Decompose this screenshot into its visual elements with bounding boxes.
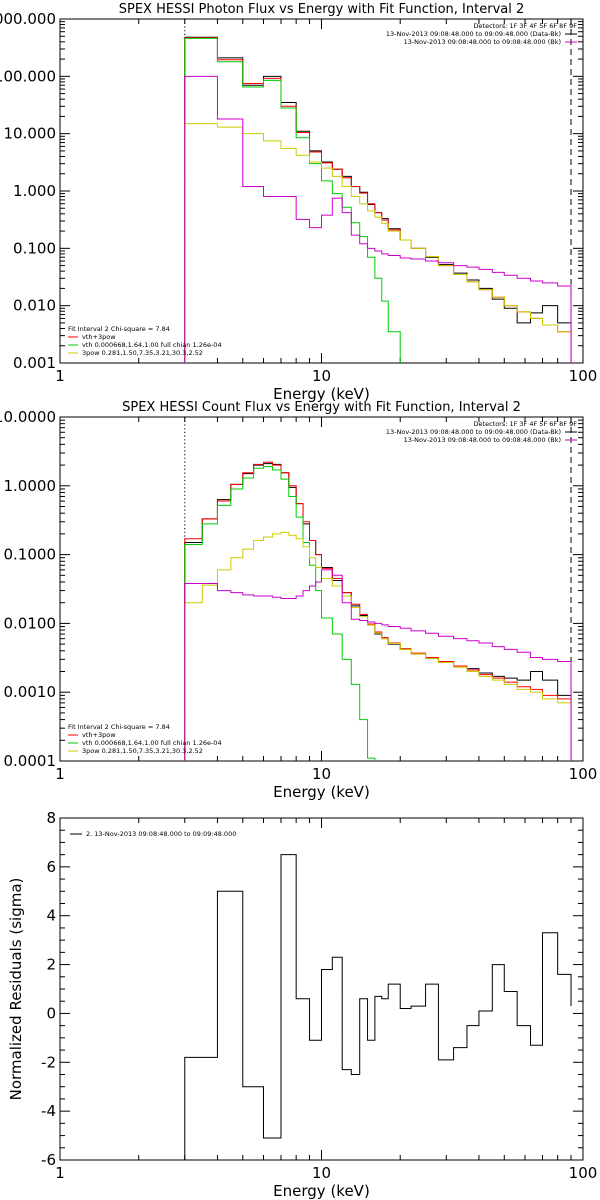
x-tick-label: 100 <box>569 1164 598 1182</box>
x-tick-label: 1 <box>55 765 65 783</box>
y-tick-label: 8 <box>46 809 56 827</box>
series-group <box>184 36 572 363</box>
legend-item: 3pow 0.281,1.50,7.35,3.21,30.3,2.52 <box>82 349 203 357</box>
series-line-vth-3pow <box>184 461 572 761</box>
y-tick-label: 2 <box>46 956 56 974</box>
x-tick-label: 1 <box>55 367 65 385</box>
legend-bk-interval: 13-Nov-2013 09:08:48.000 to 09:08:48.000… <box>404 436 561 444</box>
series-line-bk <box>184 569 572 761</box>
series-group <box>184 461 572 761</box>
series-line-3pow <box>184 123 572 363</box>
y-tick-label: 10.000 <box>4 125 57 143</box>
x-ticks <box>59 417 584 761</box>
y-tick-label: 0 <box>46 1004 56 1022</box>
x-ticks <box>59 19 584 363</box>
panel-photon: SPEX HESSI Photon Flux vs Energy with Fi… <box>0 2 598 403</box>
x-tick-label: 1 <box>55 1164 65 1182</box>
x-axis-title: Energy (keV) <box>273 783 370 801</box>
y-ticks <box>60 18 583 364</box>
legend-data-interval: 13-Nov-2013 09:08:48.000 to 09:09:48.000… <box>386 428 561 436</box>
series-line-residuals <box>184 854 572 1160</box>
series-line-vth <box>184 37 401 363</box>
x-tick-label: 10 <box>312 765 331 783</box>
legend: 2. 13-Nov-2013 09:08:48.000 to 09:09:48.… <box>70 830 236 838</box>
x-axis-title: Energy (keV) <box>273 1182 370 1200</box>
y-tick-label: 1.000 <box>13 182 56 200</box>
y-tick-label: 0.0100 <box>4 614 57 632</box>
legend-item: vth 0.000668,1.64,1.00 full chian 1.26e-… <box>82 341 222 349</box>
y-tick-label: 6 <box>46 858 56 876</box>
y-tick-label: 0.100 <box>13 239 56 257</box>
y-ticks <box>60 817 583 1161</box>
x-tick-label: 100 <box>569 367 598 385</box>
x-tick-label: 100 <box>569 765 598 783</box>
legend-detectors: Detectors: 1F 3F 4F 5F 6F 8F 9F <box>474 22 578 30</box>
legend-bk-interval: 13-Nov-2013 09:08:48.000 to 09:08:48.000… <box>404 38 561 46</box>
panel-residuals: 1 10 100 -6 -4 -2 0 2 4 6 8 Energy (keV) Normalized … <box>7 809 597 1200</box>
y-tick-label: 4 <box>46 907 56 925</box>
plot-title: SPEX HESSI Count Flux vs Energy with Fit… <box>122 400 521 415</box>
x-axis-title: Energy (keV) <box>273 385 370 403</box>
legend-item: 3pow 0.281,1.50,7.35,3.21,30.3,2.52 <box>82 747 203 755</box>
legend-top: Detectors: 1F 3F 4F 5F 6F 8F 9F13-Nov-20… <box>386 420 577 444</box>
y-tick-label: 1.0000 <box>4 477 57 495</box>
y-tick-label: 0.1000 <box>4 546 57 564</box>
series-line-vth <box>184 466 376 761</box>
series-line-bk <box>184 75 572 363</box>
y-tick-label: 100.000 <box>0 67 56 85</box>
series-line-3pow <box>184 531 572 761</box>
series-group <box>184 854 572 1160</box>
legend-top: Detectors: 1F 3F 4F 5F 6F 8F 9F13-Nov-20… <box>386 22 577 46</box>
series-line-vth-3pow <box>184 37 572 363</box>
legend-data-interval: 13-Nov-2013 09:08:48.000 to 09:09:48.000… <box>386 30 561 38</box>
legend-item: vth+3pow <box>82 333 116 341</box>
y-tick-label: 0.001 <box>13 354 56 372</box>
legend-item: 2. 13-Nov-2013 09:08:48.000 to 09:09:48.… <box>86 830 236 838</box>
y-tick-label: -4 <box>41 1102 56 1120</box>
legend-fit-header: Fit Interval 2 Chi-square = 7.84 <box>68 723 170 731</box>
x-tick-label: 10 <box>312 367 331 385</box>
legend-bottom: Fit Interval 2 Chi-square = 7.84vth+3pow… <box>68 325 222 357</box>
plot-title: SPEX HESSI Photon Flux vs Energy with Fi… <box>119 2 525 17</box>
y-tick-label: 0.0001 <box>4 752 57 770</box>
y-axis-title: Normalized Residuals (sigma) <box>7 878 25 1101</box>
series-line-data-bk <box>184 36 572 363</box>
y-tick-label: 1000.000 <box>0 10 56 28</box>
legend-item: vth 0.000668,1.64,1.00 full chian 1.26e-… <box>82 739 222 747</box>
legend-fit-header: Fit Interval 2 Chi-square = 7.84 <box>68 325 170 333</box>
y-tick-label: -2 <box>41 1053 56 1071</box>
y-tick-label: -6 <box>41 1151 56 1169</box>
plot-frame <box>59 416 584 762</box>
y-tick-label: 0.010 <box>13 297 56 315</box>
legend-item: vth+3pow <box>82 731 116 739</box>
y-tick-label: 0.0010 <box>4 683 57 701</box>
plot-frame <box>59 18 584 364</box>
y-tick-label: 10.0000 <box>0 408 56 426</box>
y-ticks <box>60 416 583 762</box>
panel-count: SPEX HESSI Count Flux vs Energy with Fit… <box>0 400 598 801</box>
x-tick-label: 10 <box>312 1164 331 1182</box>
legend-detectors: Detectors: 1F 3F 4F 5F 6F 8F 9F <box>474 420 578 428</box>
legend-bottom: Fit Interval 2 Chi-square = 7.84vth+3pow… <box>68 723 222 755</box>
